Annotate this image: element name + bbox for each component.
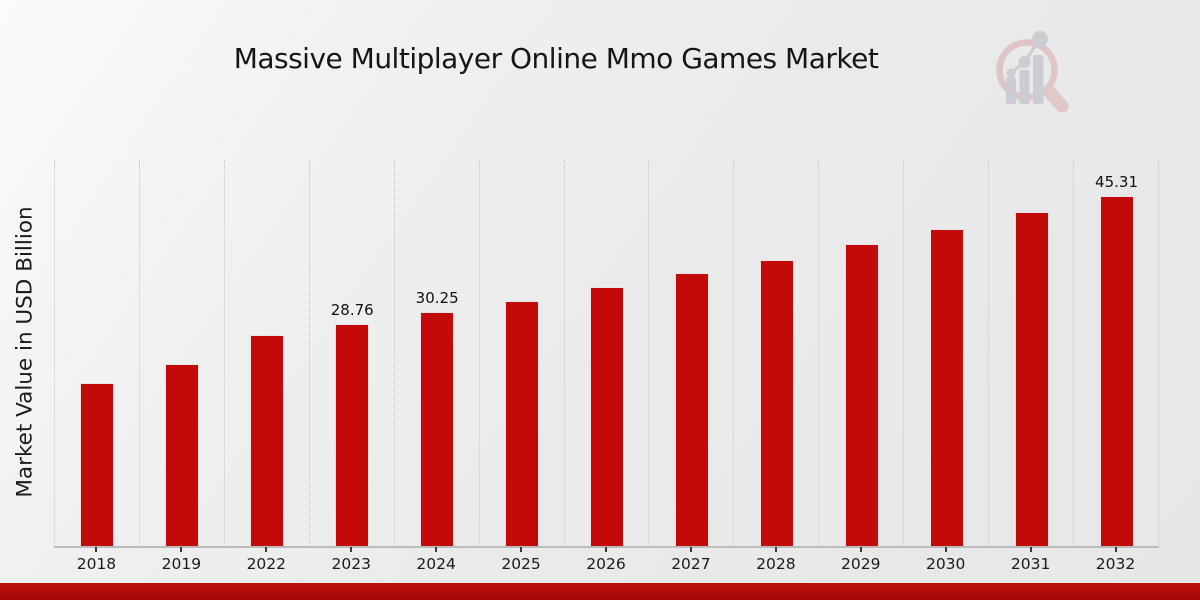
x-axis-tick [95, 547, 98, 552]
bar-value-label: 45.31 [1095, 173, 1138, 191]
bar-2028 [759, 260, 794, 546]
bar-group [223, 160, 310, 546]
x-axis-tick [859, 547, 862, 552]
footer-accent-bar [0, 583, 1200, 600]
bar-group [903, 160, 989, 546]
x-axis-tick [605, 547, 607, 552]
x-tick-label-2026: 2026 [586, 555, 626, 573]
bar-2024 [420, 312, 455, 546]
x-tick-label-2032: 2032 [1095, 555, 1136, 573]
x-axis-tick [180, 547, 183, 552]
x-tick-label-2023: 2023 [331, 555, 371, 573]
x-axis: 2018 2019 2022 2023 2024 2025 2026 2027 2028 2029… [54, 546, 1158, 588]
x-tick-label-2024: 2024 [416, 555, 456, 573]
x-tick-label-2027: 2027 [671, 555, 711, 573]
x-axis-tick [774, 547, 777, 552]
bar-2031 [1014, 212, 1049, 546]
bar-2029 [844, 244, 879, 546]
bar-group [648, 160, 734, 546]
bar-2030 [929, 229, 964, 546]
bar-group [818, 160, 904, 546]
x-tick-label-2025: 2025 [501, 555, 541, 573]
x-axis-tick [1114, 547, 1117, 552]
bar-2022 [250, 335, 285, 546]
magnifier-bar-chart-logo-icon [991, 26, 1077, 113]
bar-group [988, 160, 1074, 546]
bar-value-label: 28.76 [330, 301, 374, 319]
x-axis-tick [520, 547, 523, 552]
bar-2032 [1099, 196, 1134, 546]
bar-group [563, 160, 650, 546]
bar-value-label: 30.25 [415, 289, 459, 307]
bar-2018 [80, 383, 115, 546]
bar-group: 28.76 [308, 160, 395, 546]
bar-2026 [589, 287, 624, 546]
x-tick-label-2031: 2031 [1010, 555, 1051, 573]
x-tick-label-2028: 2028 [756, 555, 796, 573]
bar-group [478, 160, 565, 546]
x-axis-tick [435, 547, 438, 552]
bar-group [54, 160, 140, 546]
bar-2023 [335, 324, 370, 546]
bar-group [733, 160, 819, 546]
x-axis-tick [689, 547, 692, 552]
x-tick-label-2022: 2022 [246, 555, 287, 573]
bar-group: 30.25 [393, 160, 480, 546]
plot-area: 28.76 30.25 45.31 [54, 160, 1159, 548]
x-tick-label-2029: 2029 [841, 555, 881, 573]
x-axis-tick [265, 547, 268, 552]
bar-2019 [165, 364, 200, 546]
bar-group [138, 160, 225, 546]
y-axis-label: Market Value in USD Billion [12, 206, 38, 498]
bar-2027 [674, 273, 709, 546]
x-tick-label-2030: 2030 [925, 555, 966, 573]
x-axis-tick [350, 547, 353, 552]
x-axis-tick [944, 547, 947, 552]
x-axis-tick [1029, 547, 1032, 552]
x-tick-label-2019: 2019 [161, 555, 202, 573]
bar-group: 45.31 [1073, 160, 1159, 546]
x-tick-label-2018: 2018 [76, 555, 117, 573]
bar-2025 [505, 301, 540, 546]
chart-title: Massive Multiplayer Online Mmo Games Mar… [233, 42, 879, 75]
